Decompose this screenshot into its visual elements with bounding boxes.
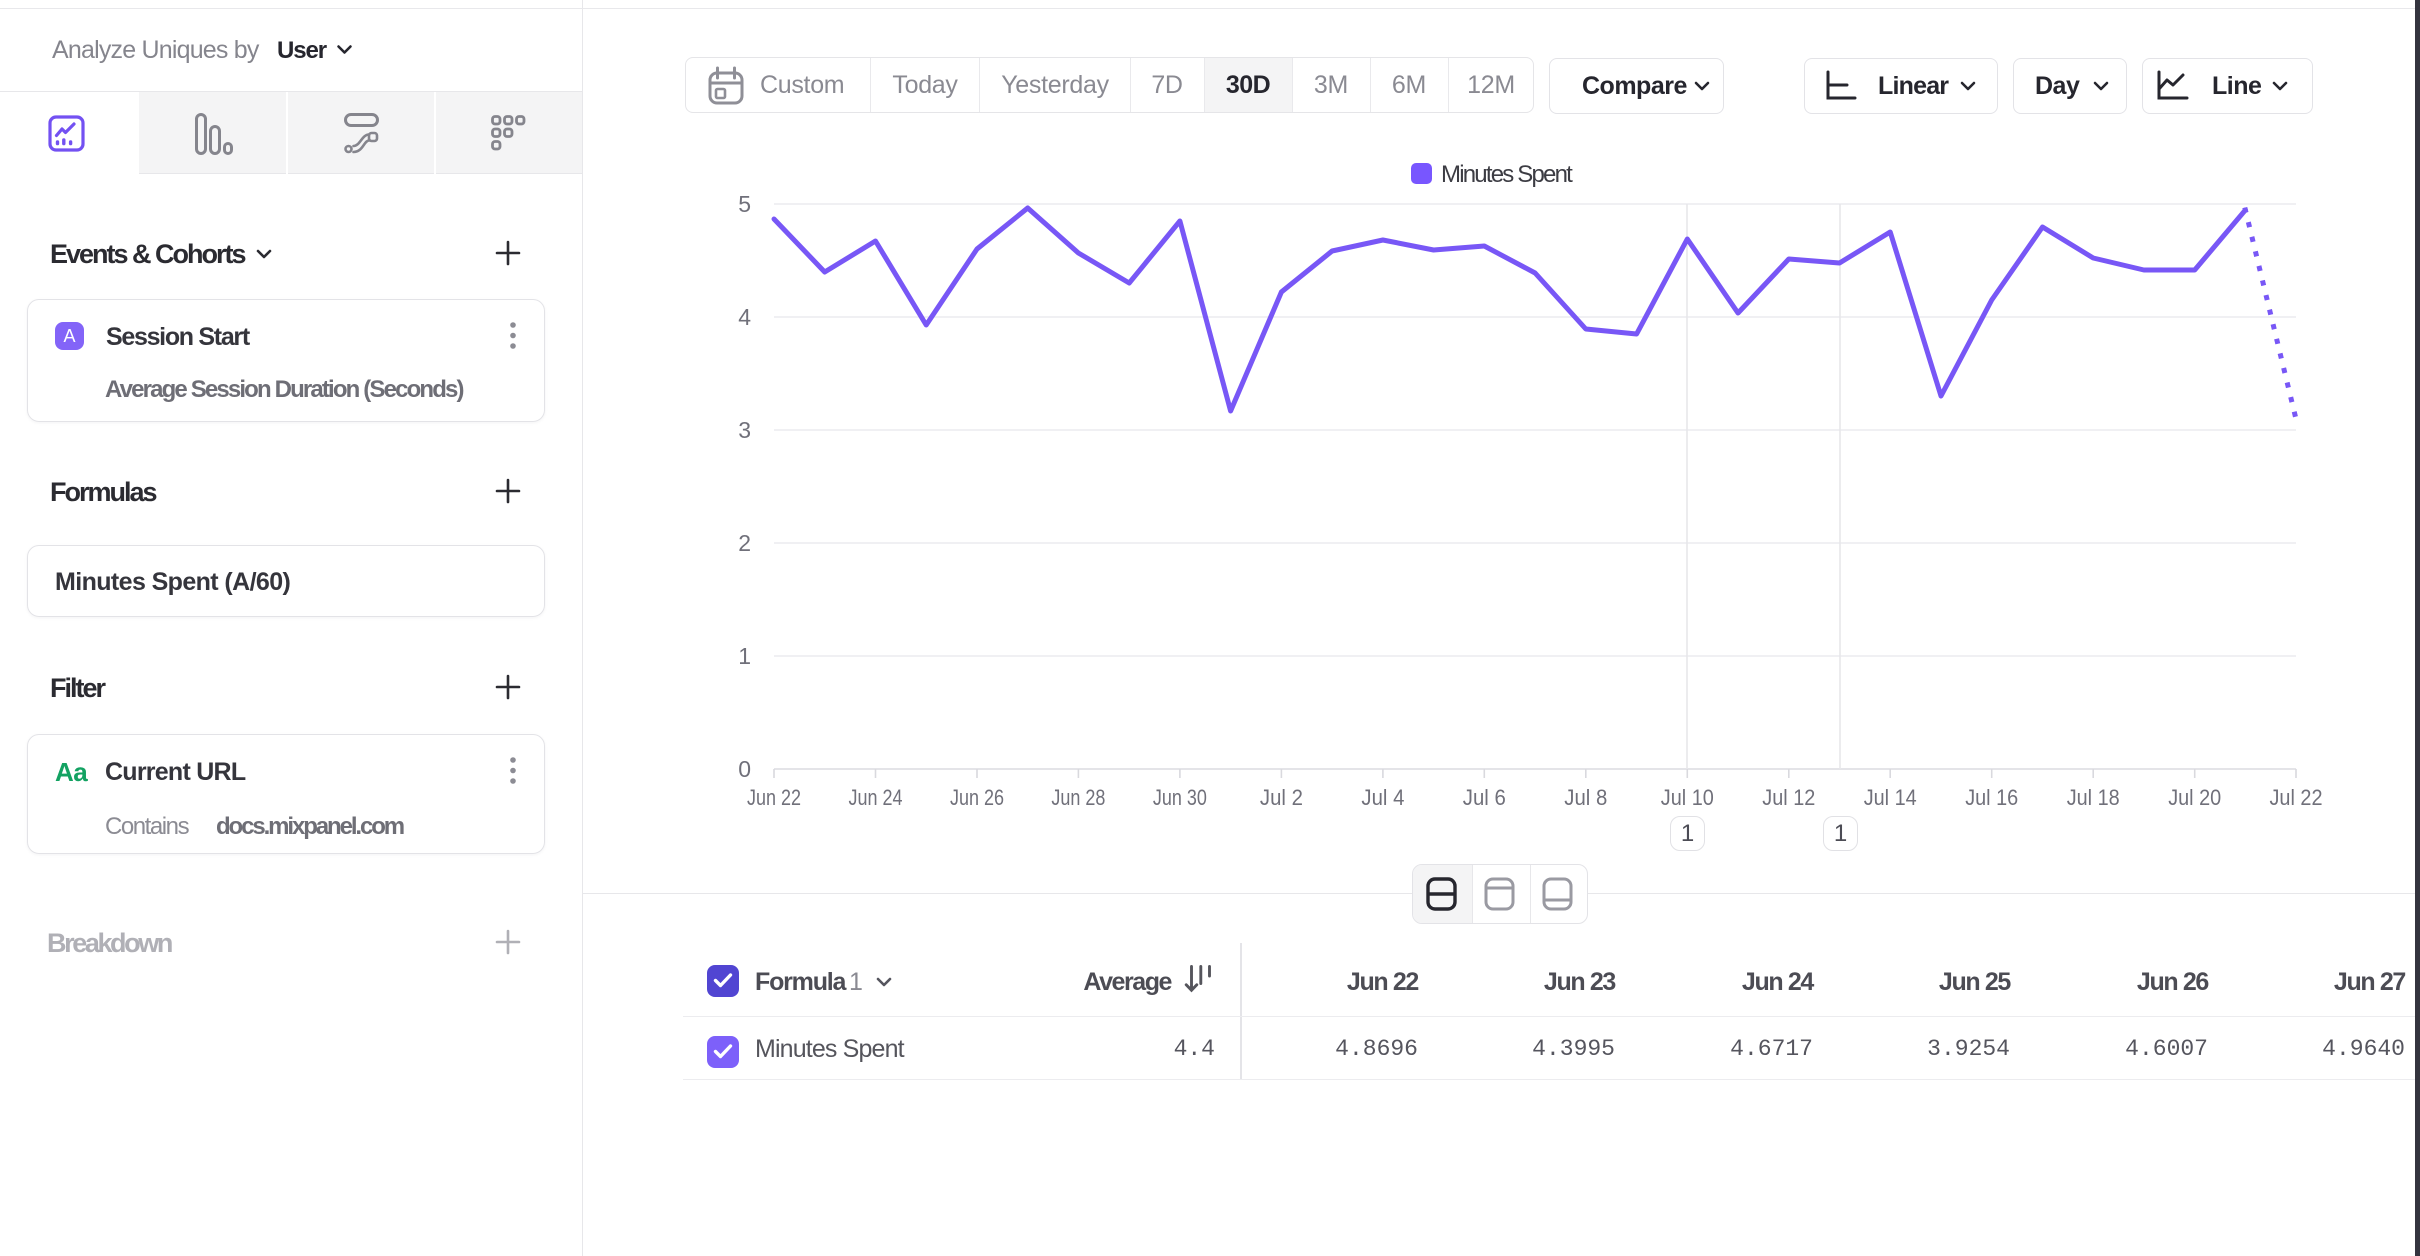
- svg-text:Jun 24: Jun 24: [849, 785, 903, 810]
- svg-text:Jun 26: Jun 26: [950, 785, 1004, 810]
- svg-text:Jul 8: Jul 8: [1564, 785, 1607, 810]
- svg-text:Jul 10: Jul 10: [1661, 785, 1714, 810]
- svg-text:3: 3: [738, 417, 751, 443]
- svg-text:Jun 28: Jun 28: [1051, 785, 1105, 810]
- svg-text:Jul 18: Jul 18: [2067, 785, 2120, 810]
- svg-text:Jul 14: Jul 14: [1864, 785, 1917, 810]
- svg-text:Jul 12: Jul 12: [1762, 785, 1815, 810]
- svg-text:4: 4: [738, 304, 751, 330]
- svg-text:Jul 2: Jul 2: [1260, 785, 1303, 810]
- svg-text:0: 0: [738, 756, 751, 782]
- svg-text:Jun 30: Jun 30: [1153, 785, 1207, 810]
- svg-text:Jul 6: Jul 6: [1463, 785, 1506, 810]
- svg-text:2: 2: [738, 530, 751, 556]
- svg-text:Jul 16: Jul 16: [1965, 785, 2018, 810]
- svg-text:5: 5: [738, 195, 751, 217]
- svg-text:1: 1: [738, 643, 751, 669]
- svg-text:Jul 4: Jul 4: [1361, 785, 1404, 810]
- svg-text:Jun 22: Jun 22: [747, 785, 801, 810]
- svg-text:Jul 20: Jul 20: [2168, 785, 2221, 810]
- svg-text:Jul 22: Jul 22: [2270, 785, 2323, 810]
